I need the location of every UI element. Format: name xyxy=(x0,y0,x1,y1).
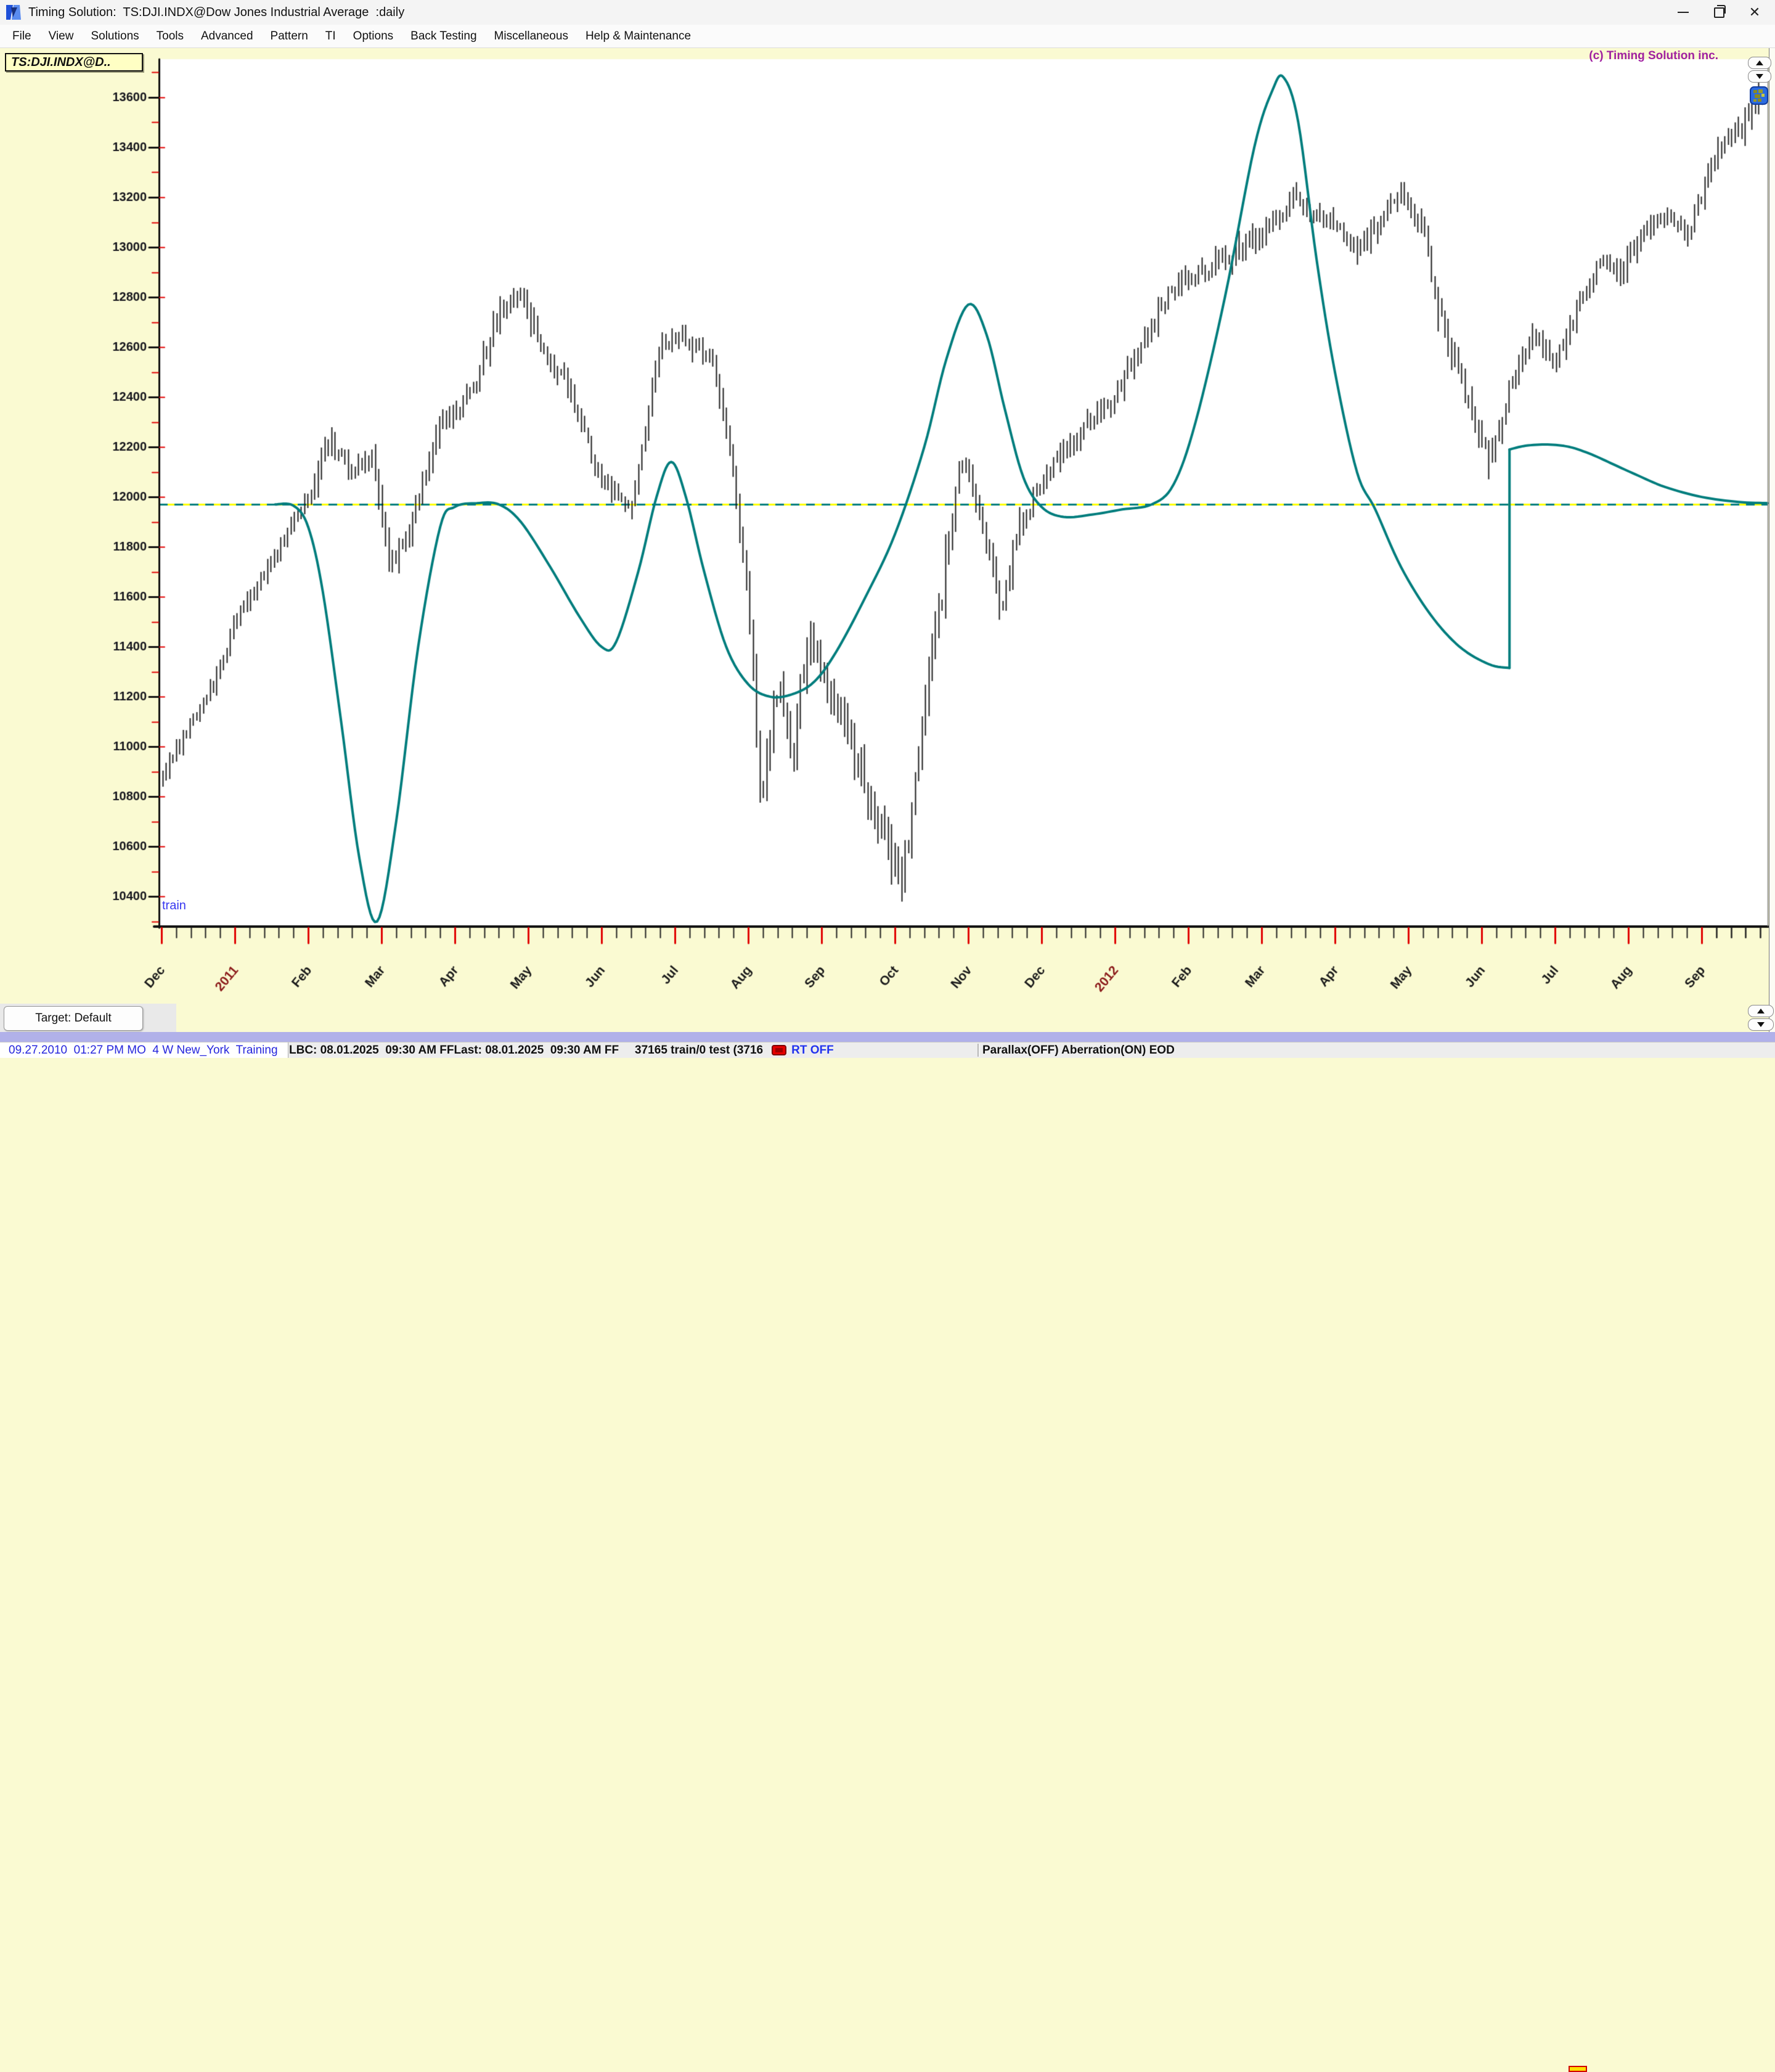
minimize-icon xyxy=(1678,12,1689,13)
arrow-up-icon xyxy=(1756,60,1763,65)
app-icon xyxy=(6,5,21,20)
menu-item[interactable]: View xyxy=(48,29,74,43)
menu-bar: File View Solutions Tools Advanced Pattern TI O… xyxy=(0,25,1775,48)
status-data-info: LBC: 08.01.2025 09:30 AM FF Last: 08.01.… xyxy=(289,1042,834,1058)
status-cursor-info: 09.27.2010 01:27 PM MO 4 W New_York Trai… xyxy=(0,1042,288,1058)
status-counts: 37165 train/0 test (3716 xyxy=(635,1044,764,1057)
copyright-label: (c) Timing Solution inc. xyxy=(1589,49,1718,62)
menu-item[interactable]: Miscellaneous xyxy=(494,29,568,43)
close-icon: ✕ xyxy=(1748,4,1761,20)
menu-item[interactable]: Help & Maintenance xyxy=(585,29,692,43)
menu-item[interactable]: Options xyxy=(353,29,394,43)
menu-item[interactable]: File xyxy=(12,29,31,43)
right-edge-strip xyxy=(1769,48,1775,1032)
status-lbc: LBC: 08.01.2025 09:30 AM FF xyxy=(289,1044,454,1057)
menu-item[interactable]: TI xyxy=(325,29,336,43)
menu-item[interactable]: Back Testing xyxy=(410,29,477,43)
scrollbar-marker[interactable] xyxy=(1569,2066,1587,2072)
minimize-button[interactable] xyxy=(1665,0,1701,25)
hscroll-down-button[interactable] xyxy=(1748,1018,1774,1031)
target-button[interactable]: Target: Default xyxy=(4,1006,143,1031)
chart-tab[interactable]: TS:DJI.INDX@D.. xyxy=(5,53,143,72)
menu-item[interactable]: Tools xyxy=(156,29,184,43)
arrow-down-icon xyxy=(1757,1022,1765,1027)
status-divider xyxy=(977,1044,979,1057)
title-bar: Timing Solution: TS:DJI.INDX@Dow Jones I… xyxy=(0,0,1775,25)
menu-item[interactable]: Pattern xyxy=(270,29,308,43)
realtime-status-icon[interactable] xyxy=(772,1045,787,1055)
price-chart-canvas[interactable] xyxy=(0,0,1775,1058)
menu-item[interactable]: Advanced xyxy=(201,29,253,43)
restore-button[interactable] xyxy=(1701,0,1737,25)
menu-item[interactable]: Solutions xyxy=(91,29,139,43)
status-bar: 09.27.2010 01:27 PM MO 4 W New_York Trai… xyxy=(0,1042,1775,1058)
train-region-label: train xyxy=(162,899,186,912)
arrow-up-icon xyxy=(1757,1009,1765,1013)
timeline-scrollbar[interactable] xyxy=(0,1032,1775,2072)
scroll-up-button[interactable] xyxy=(1748,57,1771,69)
chart-tool-icon[interactable] xyxy=(1750,86,1768,105)
status-mode-info: Parallax(OFF) Aberration(ON) EOD xyxy=(982,1044,1175,1057)
scroll-down-button[interactable] xyxy=(1748,70,1771,83)
window-title: Timing Solution: TS:DJI.INDX@Dow Jones I… xyxy=(28,6,405,19)
arrow-down-icon xyxy=(1756,74,1763,79)
rt-off-label: RT OFF xyxy=(791,1044,834,1057)
close-button[interactable]: ✕ xyxy=(1737,0,1773,25)
hscroll-up-button[interactable] xyxy=(1748,1005,1774,1017)
restore-icon xyxy=(1713,4,1726,18)
status-last: Last: 08.01.2025 09:30 AM FF xyxy=(454,1044,619,1057)
